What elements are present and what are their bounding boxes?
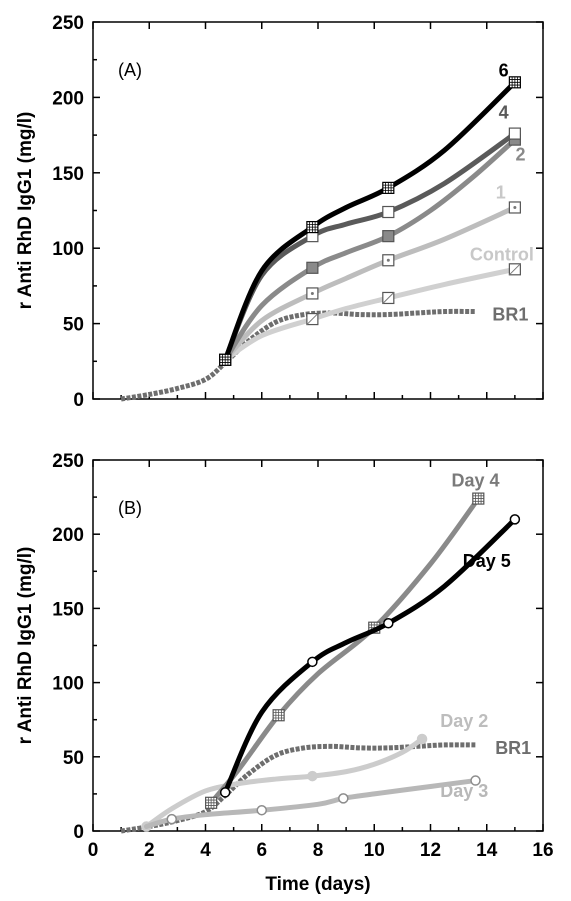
- x-tick-label: 16: [532, 840, 553, 861]
- series-day-5-label: Day 5: [463, 551, 511, 571]
- series-day-3-point: [166, 813, 177, 825]
- series-day-5-point: [307, 656, 318, 668]
- series-day-3-line: [143, 778, 478, 830]
- series-day-2-point: [416, 733, 428, 745]
- series-day-3: Day 3: [143, 775, 488, 830]
- y-tick-label: 50: [63, 315, 84, 336]
- y-axis-title: r Anti RhD IgG1 (mg/l): [15, 547, 36, 745]
- y-tick-label: 200: [52, 88, 84, 109]
- series-day-3-label: Day 3: [440, 781, 488, 801]
- series-control-label: Control: [470, 244, 534, 264]
- series-6-label: 6: [499, 60, 509, 80]
- series-br1-line: [120, 308, 476, 402]
- y-tick-label: 0: [73, 390, 84, 411]
- x-tick-label: 6: [256, 840, 267, 861]
- series-6-point-grid: [306, 221, 318, 233]
- x-tick-label: 2: [144, 840, 155, 861]
- series-6-line: [222, 79, 518, 363]
- series-day-4-label: Day 4: [451, 471, 499, 491]
- series-6-point-grid: [382, 182, 394, 194]
- y-tick-label: 200: [52, 525, 84, 546]
- panel-label: (B): [118, 498, 142, 518]
- x-tick-label: 12: [420, 840, 441, 861]
- series-day-3-point: [470, 775, 481, 786]
- y-axis-title: r Anti RhD IgG1 (mg/l): [15, 112, 36, 310]
- series-day-4-point-grid: [472, 493, 484, 505]
- panel-a: 0 50 100 150 200 250 r Anti RhD IgG1 (mg/l) (A)…: [15, 13, 544, 411]
- series-day-3-point: [338, 793, 349, 804]
- y-tick-label: 250: [52, 13, 84, 34]
- x-tick-label: 14: [476, 840, 498, 861]
- series-2-point: [382, 230, 395, 243]
- series-day-2-line: [143, 736, 425, 830]
- series-day-5-point: [383, 617, 394, 629]
- x-tick-label: 10: [364, 840, 385, 861]
- series-2-label: 2: [515, 145, 525, 165]
- series-2-point: [306, 261, 319, 274]
- series-day-2: Day 2: [141, 711, 488, 832]
- y-tick-label: 0: [73, 822, 84, 843]
- series-day-5-line: [222, 516, 518, 795]
- x-tick-label: 8: [313, 840, 324, 861]
- series-day-5-point: [219, 787, 231, 798]
- y-tick-label: 100: [52, 674, 84, 695]
- y-tick-label: 50: [63, 748, 84, 769]
- series-control-point-slash: [306, 313, 319, 325]
- series-4-label: 4: [499, 103, 509, 123]
- series-1-point-dot: [310, 291, 314, 295]
- series-1-line: [222, 204, 518, 363]
- series-6-point-grid: [219, 354, 231, 366]
- panel-label: (A): [118, 60, 142, 80]
- series-br1: BR1: [120, 305, 528, 402]
- y-tick-label: 100: [52, 239, 84, 260]
- y-tick-label: 250: [52, 451, 84, 472]
- series-day-4-point-grid: [205, 797, 217, 809]
- panel-b: 0 50 100 150 200 250 0 2 4 6 8 10 12 14 16 r Anti RhD I…: [15, 451, 554, 895]
- y-tick-label: 150: [52, 599, 84, 620]
- plot-frame: [92, 21, 544, 400]
- series-day-4-point-grid: [273, 709, 285, 721]
- series-day-3-point: [256, 804, 267, 816]
- series-br1-label: BR1: [495, 738, 531, 758]
- series-day-4-line: [208, 496, 481, 806]
- series-control-line: [222, 266, 518, 363]
- series-1-label: 1: [496, 182, 506, 202]
- series-day-2-point: [307, 770, 318, 782]
- series-day-2-label: Day 2: [440, 711, 488, 731]
- series-day-5-point: [509, 514, 521, 525]
- series-day-5: Day 5: [219, 514, 521, 798]
- y-tick-label: 150: [52, 164, 84, 185]
- series-control-point-slash: [509, 263, 521, 276]
- series-4-point: [508, 127, 521, 140]
- series-4-point: [382, 205, 395, 219]
- series-1-point-dot: [513, 205, 517, 209]
- x-axis-title: Time (days): [265, 874, 370, 895]
- series-2-line: [222, 137, 518, 363]
- series-6-point-grid: [509, 76, 521, 88]
- series-br1-label: BR1: [492, 305, 528, 325]
- series-control-point-slash: [382, 292, 395, 304]
- series-6: 6: [219, 60, 521, 366]
- x-tick-label: 0: [88, 840, 99, 861]
- x-tick-label: 4: [200, 840, 211, 861]
- series-1-point-dot: [386, 258, 390, 262]
